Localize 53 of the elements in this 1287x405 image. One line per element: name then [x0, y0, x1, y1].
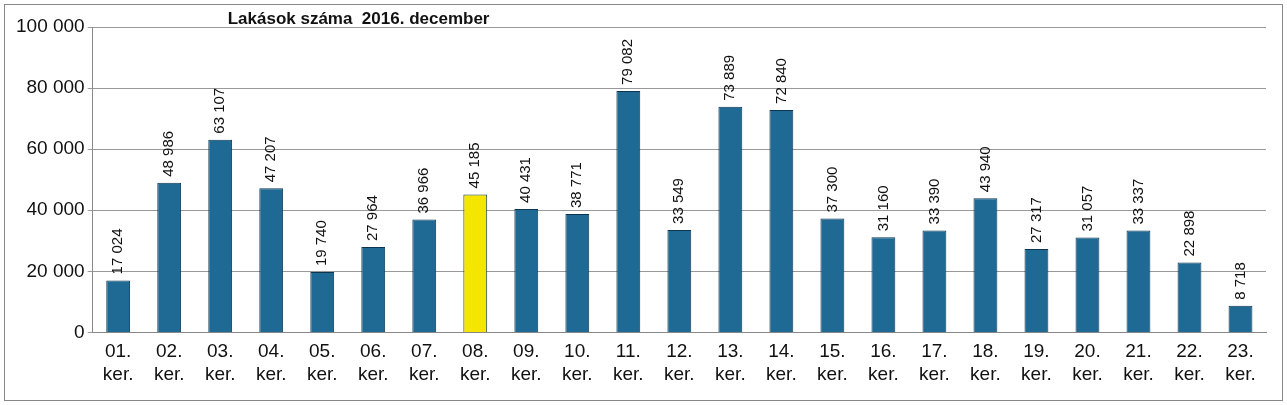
x-tick-label: 02. ker.	[153, 340, 185, 384]
data-label: 17 024	[108, 228, 126, 275]
y-tick-label: 20 000	[26, 259, 85, 281]
y-tick-label: 80 000	[26, 76, 85, 98]
x-tick-label: 07. ker.	[408, 340, 440, 384]
data-label: 40 431	[516, 157, 534, 203]
data-label: 36 966	[414, 167, 432, 214]
x-tick-label: 14. ker.	[766, 340, 797, 384]
x-tick-label: 09. ker.	[510, 340, 542, 384]
data-label: 33 337	[1128, 178, 1146, 225]
data-label: 27 317	[1026, 197, 1044, 243]
x-tick-label: 16. ker.	[868, 340, 899, 384]
x-tick-label: 08. ker.	[459, 340, 491, 384]
data-label: 45 185	[465, 142, 483, 189]
x-tick-label: 01. ker.	[102, 340, 134, 384]
data-label: 72 840	[771, 58, 789, 104]
x-tick-label: 13. ker.	[715, 340, 746, 384]
x-tick-label: 19. ker.	[1021, 340, 1052, 384]
data-label: 19 740	[312, 220, 330, 267]
data-label: 37 300	[822, 166, 840, 213]
x-tick-label: 10. ker.	[562, 340, 593, 384]
data-label: 38 771	[567, 162, 585, 208]
x-tick-label: 12. ker.	[664, 340, 695, 384]
x-tick-label: 17. ker.	[919, 340, 950, 384]
x-tick-label: 15. ker.	[817, 340, 848, 384]
data-label: 47 207	[261, 136, 279, 183]
data-label: 73 889	[720, 54, 738, 101]
x-tick-label: 20. ker.	[1072, 340, 1103, 384]
data-label: 33 549	[669, 178, 687, 224]
y-tick-label: 0	[74, 320, 85, 342]
x-tick-label: 05. ker.	[306, 340, 338, 384]
y-tick-label: 100 000	[15, 15, 85, 37]
data-label: 8 718	[1230, 262, 1248, 300]
x-tick-label: 04. ker.	[255, 340, 287, 384]
chart-title: Lakások száma 2016. december	[227, 8, 490, 28]
data-label: 48 986	[159, 130, 177, 177]
x-tick-label: 21. ker.	[1123, 340, 1154, 384]
data-label: 33 390	[924, 178, 942, 225]
x-tick-label: 18. ker.	[970, 340, 1001, 384]
data-label: 22 898	[1179, 210, 1197, 257]
x-tick-label: 03. ker.	[204, 340, 236, 384]
data-label: 27 964	[363, 195, 381, 241]
x-tick-label: 06. ker.	[357, 340, 389, 384]
x-tick-label: 23. ker.	[1225, 340, 1256, 384]
y-tick-label: 60 000	[26, 137, 85, 159]
data-label: 31 057	[1077, 185, 1095, 232]
data-label: 63 107	[210, 87, 228, 134]
data-label: 31 160	[873, 185, 891, 232]
data-label: 43 940	[975, 146, 993, 193]
y-tick-label: 40 000	[26, 198, 85, 220]
data-label: 79 082	[618, 38, 636, 85]
x-tick-label: 11. ker.	[613, 340, 644, 384]
x-tick-label: 22. ker.	[1174, 340, 1205, 384]
